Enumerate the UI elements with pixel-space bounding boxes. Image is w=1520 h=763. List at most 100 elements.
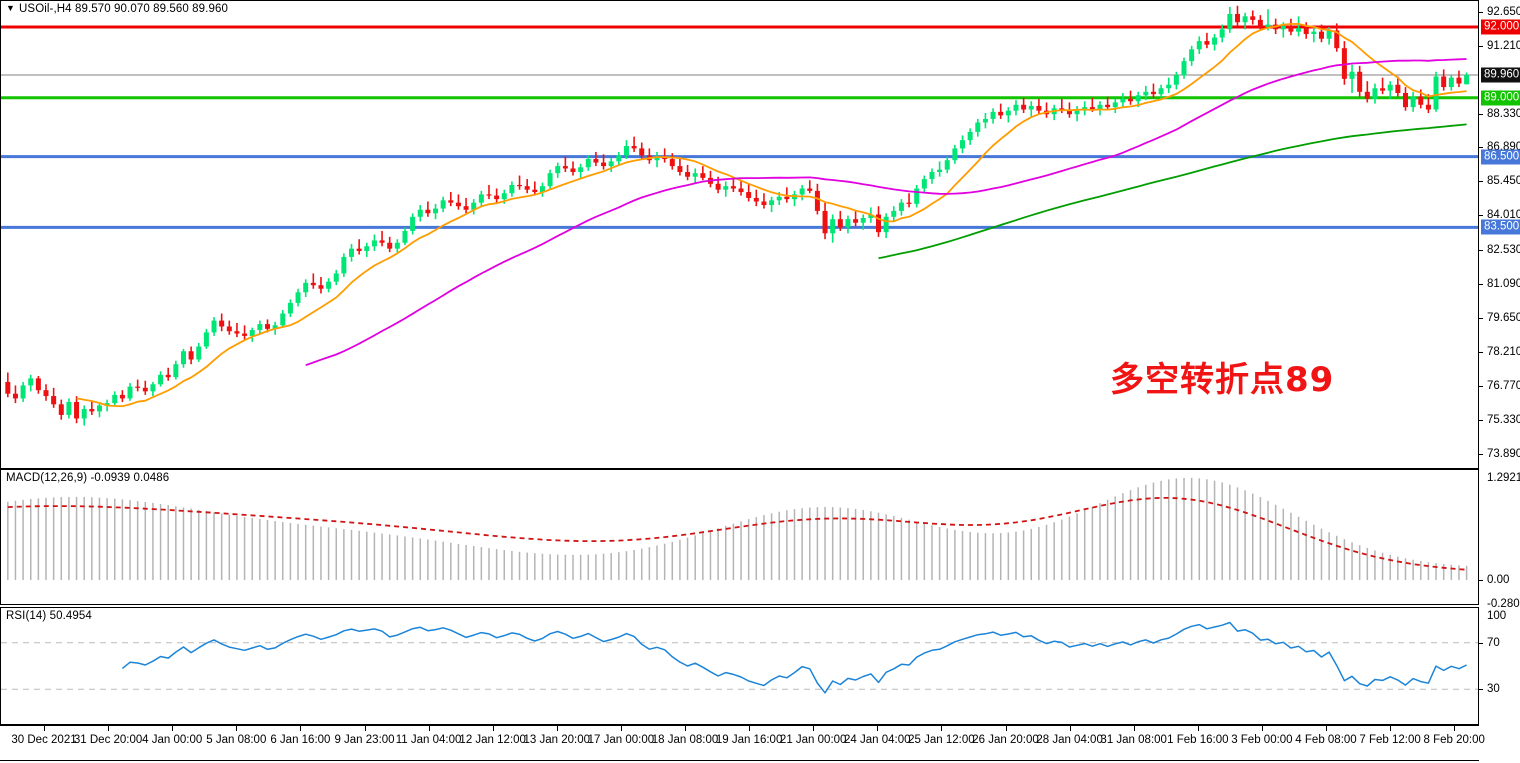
price-tick-label: 73.890 xyxy=(1487,448,1520,461)
time-tick xyxy=(108,726,110,731)
price-tick xyxy=(1479,318,1483,320)
price-level-tag-89-960[interactable]: 89.960 xyxy=(1481,67,1520,83)
time-tick xyxy=(556,726,558,731)
time-tick xyxy=(428,726,430,731)
time-axis-top-rule xyxy=(0,725,1479,726)
macd-tick-label: 0.00 xyxy=(1487,574,1510,587)
time-tick xyxy=(1197,726,1199,731)
time-tick xyxy=(44,726,45,731)
time-tick-label: 11 Jan 04:00 xyxy=(395,734,462,746)
time-tick xyxy=(172,726,174,731)
rsi-indicator-label: RSI(14) 50.4954 xyxy=(6,610,92,622)
time-tick-label: 18 Jan 08:00 xyxy=(651,734,719,746)
rsi-tick-label: 30 xyxy=(1487,683,1500,696)
time-tick-label: 9 Jan 23:00 xyxy=(334,734,395,746)
time-tick-label: 31 Jan 08:00 xyxy=(1100,734,1167,746)
time-tick-label: 30 Dec 2021 xyxy=(11,734,77,746)
rsi-tick-label: 70 xyxy=(1487,636,1500,649)
time-tick xyxy=(620,726,622,731)
time-tick-label: 8 Feb 20:00 xyxy=(1423,734,1485,746)
time-tick xyxy=(1261,726,1263,731)
time-tick xyxy=(236,726,238,731)
price-tick xyxy=(1479,113,1483,115)
time-tick-label: 7 Feb 12:00 xyxy=(1359,734,1421,746)
price-level-tag-83-500[interactable]: 83.500 xyxy=(1481,219,1520,235)
macd-panel[interactable]: MACD(12,26,9) -0.0939 0.0486 xyxy=(0,469,1479,605)
price-tick-label: 78.210 xyxy=(1487,346,1520,359)
price-tick-label: 79.650 xyxy=(1487,312,1520,325)
rsi-tick xyxy=(1479,642,1483,644)
macd-axis: 1.2921 0.00 -0.2808 xyxy=(1479,469,1520,610)
time-tick xyxy=(492,726,494,731)
rsi-plot-area[interactable] xyxy=(1,608,1478,724)
time-tick xyxy=(941,726,943,731)
price-tick-label: 81.090 xyxy=(1487,278,1520,291)
time-tick xyxy=(300,726,302,731)
time-tick xyxy=(364,726,366,731)
symbol-header[interactable]: ▼ USOil-,H4 89.570 90.070 89.560 89.960 xyxy=(6,3,228,15)
price-tick xyxy=(1479,45,1483,47)
chart-annotation-text[interactable]: 多空转折点89 xyxy=(1110,360,1335,400)
time-tick-label: 26 Jan 20:00 xyxy=(972,734,1039,746)
macd-plot-area[interactable] xyxy=(1,470,1478,604)
time-tick-label: 4 Jan 00:00 xyxy=(142,734,203,746)
time-tick-label: 6 Jan 16:00 xyxy=(270,734,331,746)
price-tick xyxy=(1479,420,1483,422)
time-tick-label: 12 Jan 12:00 xyxy=(459,734,526,746)
price-tick xyxy=(1479,284,1483,286)
price-tick xyxy=(1479,147,1483,149)
price-tick-label: 75.330 xyxy=(1487,414,1520,427)
time-tick-label: 25 Jan 12:00 xyxy=(908,734,975,746)
time-tick-label: 21 Jan 00:00 xyxy=(779,734,847,746)
price-tick-label: 76.770 xyxy=(1487,380,1520,393)
time-tick-label: 4 Feb 08:00 xyxy=(1295,734,1357,746)
macd-chart-svg xyxy=(7,477,1468,581)
symbol-header-text: USOil-,H4 89.570 90.070 89.560 89.960 xyxy=(19,3,228,15)
time-tick xyxy=(1390,726,1392,731)
time-tick xyxy=(685,726,686,731)
price-panel[interactable]: ▼ USOil-,H4 89.570 90.070 89.560 89.960 xyxy=(0,0,1479,469)
time-tick xyxy=(1326,726,1327,731)
macd-tick xyxy=(1479,580,1483,582)
time-tick-label: 5 Jan 08:00 xyxy=(206,734,267,746)
macd-indicator-label: MACD(12,26,9) -0.0939 0.0486 xyxy=(6,472,170,484)
macd-tick-label: 1.2921 xyxy=(1487,472,1520,484)
time-tick-label: 19 Jan 16:00 xyxy=(715,734,783,746)
price-plot-area[interactable] xyxy=(1,1,1478,468)
price-level-tag-89-000[interactable]: 89.000 xyxy=(1481,90,1520,106)
time-tick-label: 28 Jan 04:00 xyxy=(1036,734,1103,746)
time-tick-label: 31 Dec 20:00 xyxy=(73,734,143,746)
price-tick xyxy=(1479,352,1483,354)
price-tick-label: 91.210 xyxy=(1487,39,1520,52)
price-tick-label: 88.330 xyxy=(1487,107,1520,120)
time-tick-label: 24 Jan 04:00 xyxy=(844,734,911,746)
price-tick xyxy=(1479,11,1483,13)
time-tick xyxy=(749,726,751,731)
price-tick-label: 84.010 xyxy=(1487,209,1520,222)
rsi-panel[interactable]: RSI(14) 50.4954 xyxy=(0,607,1479,725)
time-tick xyxy=(1069,726,1071,731)
rsi-tick xyxy=(1479,689,1483,691)
price-tick xyxy=(1479,250,1483,252)
time-axis-bottom-rule xyxy=(0,760,1479,761)
price-tick xyxy=(1479,454,1483,456)
price-chart-svg xyxy=(1,5,1478,426)
macd-tick-label: -0.2808 xyxy=(1487,598,1520,610)
time-tick xyxy=(877,726,879,731)
price-level-tag-86-500[interactable]: 86.500 xyxy=(1481,149,1520,165)
price-axis[interactable]: 92.650 91.210 88.330 86.890 85.450 84.010 82.5… xyxy=(1479,0,1520,469)
time-axis[interactable]: 30 Dec 2021 31 Dec 20:00 4 Jan 00:00 5 Jan … xyxy=(0,726,1485,760)
price-tick xyxy=(1479,181,1483,183)
rsi-chart-svg xyxy=(1,621,1478,694)
time-tick xyxy=(1133,726,1135,731)
rsi-tick-label: 100 xyxy=(1487,610,1507,622)
time-tick-label: 3 Feb 00:00 xyxy=(1231,734,1293,746)
triangle-down-icon[interactable]: ▼ xyxy=(6,3,16,13)
price-level-tag-92-000[interactable]: 92.000 xyxy=(1481,19,1520,35)
time-tick-label: 17 Jan 00:00 xyxy=(587,734,655,746)
time-tick-label: 13 Jan 20:00 xyxy=(523,734,591,746)
time-tick xyxy=(813,726,815,731)
price-tick-label: 85.450 xyxy=(1487,175,1520,188)
rsi-axis: 100 70 30 xyxy=(1479,607,1520,725)
